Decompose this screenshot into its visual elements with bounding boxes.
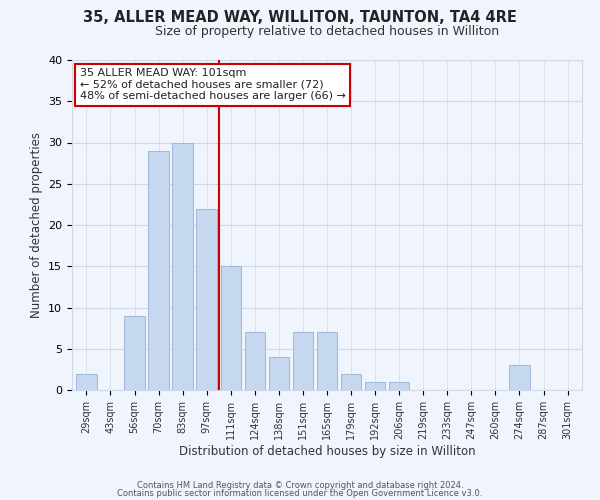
Text: Contains public sector information licensed under the Open Government Licence v3: Contains public sector information licen… — [118, 488, 482, 498]
Y-axis label: Number of detached properties: Number of detached properties — [29, 132, 43, 318]
Bar — [341, 374, 361, 390]
Bar — [293, 332, 313, 390]
Bar — [509, 365, 530, 390]
Bar — [365, 382, 385, 390]
Bar — [221, 266, 241, 390]
Bar — [389, 382, 409, 390]
Bar — [172, 142, 193, 390]
Title: Size of property relative to detached houses in Williton: Size of property relative to detached ho… — [155, 25, 499, 38]
Text: 35 ALLER MEAD WAY: 101sqm
← 52% of detached houses are smaller (72)
48% of semi-: 35 ALLER MEAD WAY: 101sqm ← 52% of detac… — [80, 68, 346, 102]
Bar — [76, 374, 97, 390]
Text: 35, ALLER MEAD WAY, WILLITON, TAUNTON, TA4 4RE: 35, ALLER MEAD WAY, WILLITON, TAUNTON, T… — [83, 10, 517, 25]
Bar — [196, 208, 217, 390]
X-axis label: Distribution of detached houses by size in Williton: Distribution of detached houses by size … — [179, 444, 475, 458]
Bar — [124, 316, 145, 390]
Text: Contains HM Land Registry data © Crown copyright and database right 2024.: Contains HM Land Registry data © Crown c… — [137, 481, 463, 490]
Bar — [148, 151, 169, 390]
Bar — [269, 357, 289, 390]
Bar — [317, 332, 337, 390]
Bar — [245, 332, 265, 390]
